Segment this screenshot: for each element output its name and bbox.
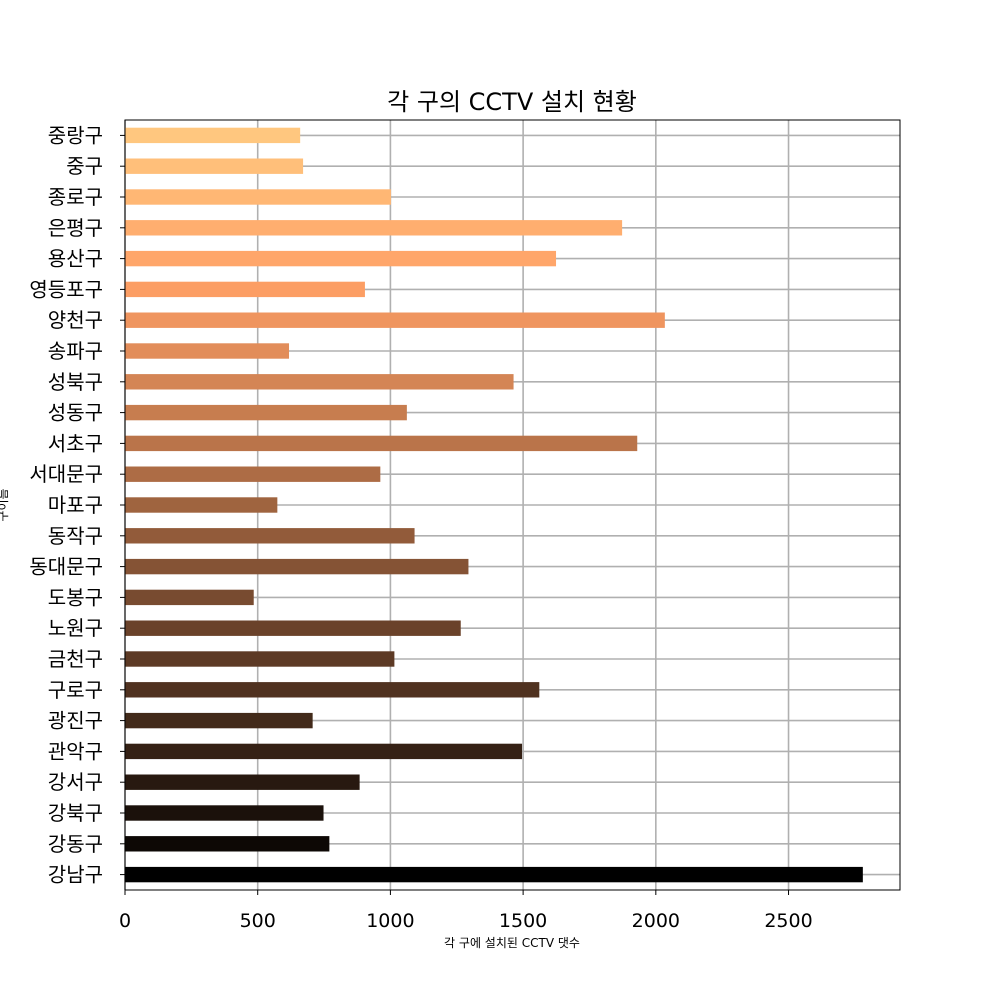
x-tick-label: 1000	[366, 910, 414, 932]
y-tick-label: 마포구	[48, 493, 103, 517]
bar	[125, 743, 523, 760]
bar	[125, 127, 301, 144]
y-tick-label: 노원구	[48, 616, 103, 640]
bar	[125, 651, 395, 667]
bar	[125, 374, 514, 390]
bar	[125, 250, 557, 267]
y-tick-label: 종로구	[48, 185, 103, 209]
y-tick-label: 구로구	[48, 678, 103, 702]
bar	[125, 589, 254, 606]
y-tick-label: 강서구	[48, 770, 103, 794]
y-tick-label: 서초구	[48, 431, 103, 455]
bar	[125, 343, 290, 359]
bar	[125, 497, 278, 513]
bar	[125, 774, 360, 790]
bar	[125, 404, 407, 421]
bar	[125, 158, 304, 174]
bar	[125, 866, 863, 883]
y-tick-label: 중랑구	[48, 123, 103, 147]
bars	[125, 127, 863, 883]
y-tick-label: 강남구	[48, 863, 103, 887]
bar	[125, 189, 391, 205]
bar	[125, 435, 638, 452]
y-tick-label: 강동구	[48, 832, 103, 856]
y-tick-label: 영등포구	[29, 277, 103, 301]
x-tick-label: 0	[119, 910, 131, 932]
bar	[125, 682, 540, 698]
y-tick-label: 중구	[66, 154, 103, 178]
y-tick-label: 광진구	[48, 709, 103, 733]
bar	[125, 312, 665, 328]
bar	[125, 836, 330, 852]
y-tick-label: 도봉구	[48, 585, 103, 609]
bar	[125, 466, 381, 482]
y-tick-label: 동대문구	[29, 555, 103, 579]
y-tick-label: 성북구	[48, 370, 103, 394]
y-tick-label: 관악구	[48, 739, 103, 763]
x-tick-labels: 0 500 1000 1500 2000 2500	[119, 890, 813, 932]
y-tick-label: 송파구	[48, 339, 103, 363]
y-tick-label: 성동구	[48, 401, 103, 425]
y-axis-label: 구이름	[0, 488, 10, 521]
bar	[125, 220, 623, 236]
bar	[125, 620, 461, 636]
chart-title: 각 구의 CCTV 설치 현황	[387, 88, 637, 116]
y-tick-labels: 강남구 강동구 강북구 강서구 관악구 광진구 구로구 금천구 노원구 도봉구 동대문구 동작구 마포구…	[29, 123, 125, 887]
y-tick-label: 서대문구	[29, 462, 103, 486]
y-tick-label: 금천구	[48, 647, 103, 671]
y-tick-label: 은평구	[48, 216, 103, 240]
x-tick-label: 2000	[632, 910, 680, 932]
bar	[125, 558, 469, 575]
bar	[125, 712, 313, 729]
bar	[125, 805, 324, 821]
x-tick-label: 2500	[764, 910, 812, 932]
bar	[125, 528, 415, 544]
bar	[125, 281, 365, 298]
y-tick-label: 용산구	[48, 247, 103, 271]
x-tick-label: 1500	[499, 910, 547, 932]
y-tick-label: 양천구	[48, 308, 103, 332]
y-tick-label: 강북구	[48, 801, 103, 825]
y-tick-label: 동작구	[48, 524, 103, 548]
x-axis-label: 각 구에 설치된 CCTV 댓수	[444, 936, 580, 950]
x-tick-label: 500	[240, 910, 276, 932]
